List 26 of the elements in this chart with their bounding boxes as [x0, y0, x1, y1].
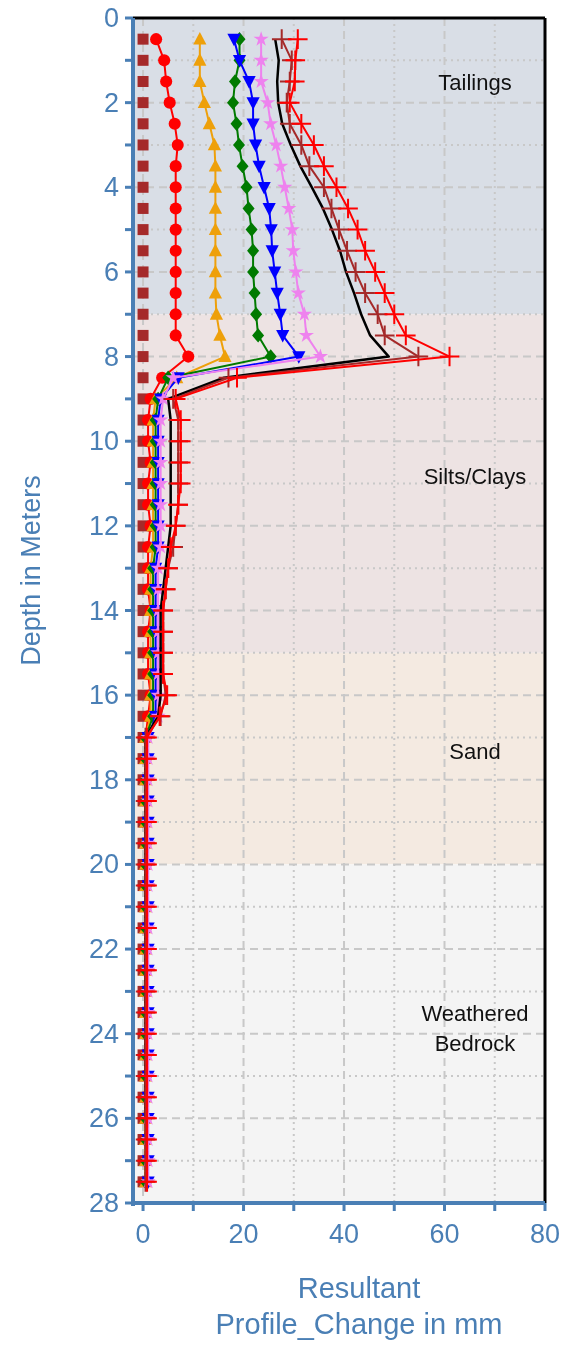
y-tick-label: 2 — [103, 87, 119, 118]
y-tick-label: 14 — [88, 595, 119, 626]
band-label: Weathered Bedrock — [421, 1000, 529, 1056]
y-tick-label: 0 — [103, 3, 119, 33]
y-tick-label: 12 — [88, 510, 119, 541]
y-tick-label: 4 — [103, 172, 119, 203]
y-axis-title: Depth in Meters — [16, 475, 46, 666]
x-tick-label: 0 — [135, 1219, 151, 1249]
y-tick-label: 16 — [88, 680, 119, 711]
band-label: Silts/Clays — [423, 463, 527, 489]
y-tick-label: 6 — [103, 256, 119, 287]
x-axis-title: Resultant Profile_Change in mm — [215, 1272, 503, 1340]
x-tick-label: 20 — [228, 1219, 259, 1249]
y-tick-label: 28 — [88, 1188, 119, 1218]
x-tick-label: 80 — [529, 1219, 561, 1249]
x-tick-label: 40 — [329, 1219, 360, 1249]
y-tick-label: 24 — [88, 1018, 119, 1049]
band-label: Sand — [449, 738, 501, 764]
y-tick-label: 20 — [88, 849, 119, 880]
y-tick-label: 8 — [103, 341, 119, 372]
band-label: Tailings — [438, 70, 512, 95]
y-tick-label: 18 — [88, 764, 119, 795]
y-tick-label: 26 — [88, 1103, 119, 1134]
x-tick-label: 60 — [429, 1219, 460, 1249]
y-tick-label: 10 — [88, 426, 119, 457]
y-tick-label: 22 — [88, 934, 119, 965]
